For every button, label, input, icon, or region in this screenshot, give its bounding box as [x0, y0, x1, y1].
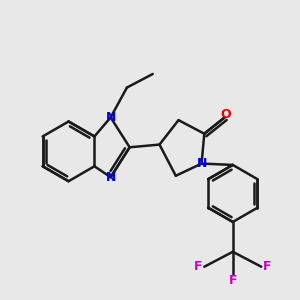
Text: O: O [221, 108, 231, 121]
Text: N: N [106, 111, 116, 124]
Text: F: F [229, 274, 237, 287]
Text: F: F [263, 260, 272, 273]
Text: N: N [196, 157, 207, 170]
Text: F: F [194, 260, 202, 273]
Text: N: N [106, 171, 116, 184]
